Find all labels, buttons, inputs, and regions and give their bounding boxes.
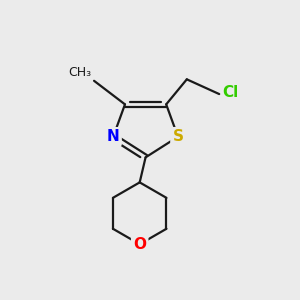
- Text: CH₃: CH₃: [68, 66, 91, 79]
- Text: Cl: Cl: [223, 85, 239, 100]
- Text: O: O: [133, 237, 146, 252]
- Text: S: S: [172, 129, 184, 144]
- Text: N: N: [107, 129, 120, 144]
